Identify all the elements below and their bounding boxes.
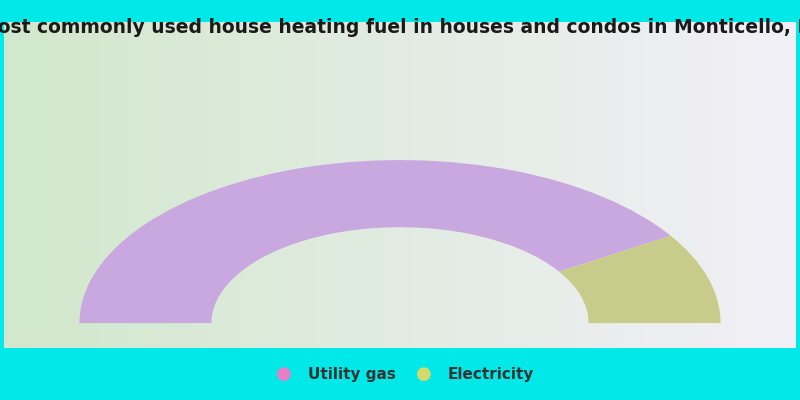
Text: ●: ● (416, 365, 432, 383)
Text: Utility gas: Utility gas (308, 366, 396, 382)
Wedge shape (559, 236, 721, 323)
Wedge shape (79, 160, 670, 323)
Text: Most commonly used house heating fuel in houses and condos in Monticello, IN: Most commonly used house heating fuel in… (0, 18, 800, 37)
Text: Electricity: Electricity (448, 366, 534, 382)
Text: ●: ● (276, 365, 292, 383)
